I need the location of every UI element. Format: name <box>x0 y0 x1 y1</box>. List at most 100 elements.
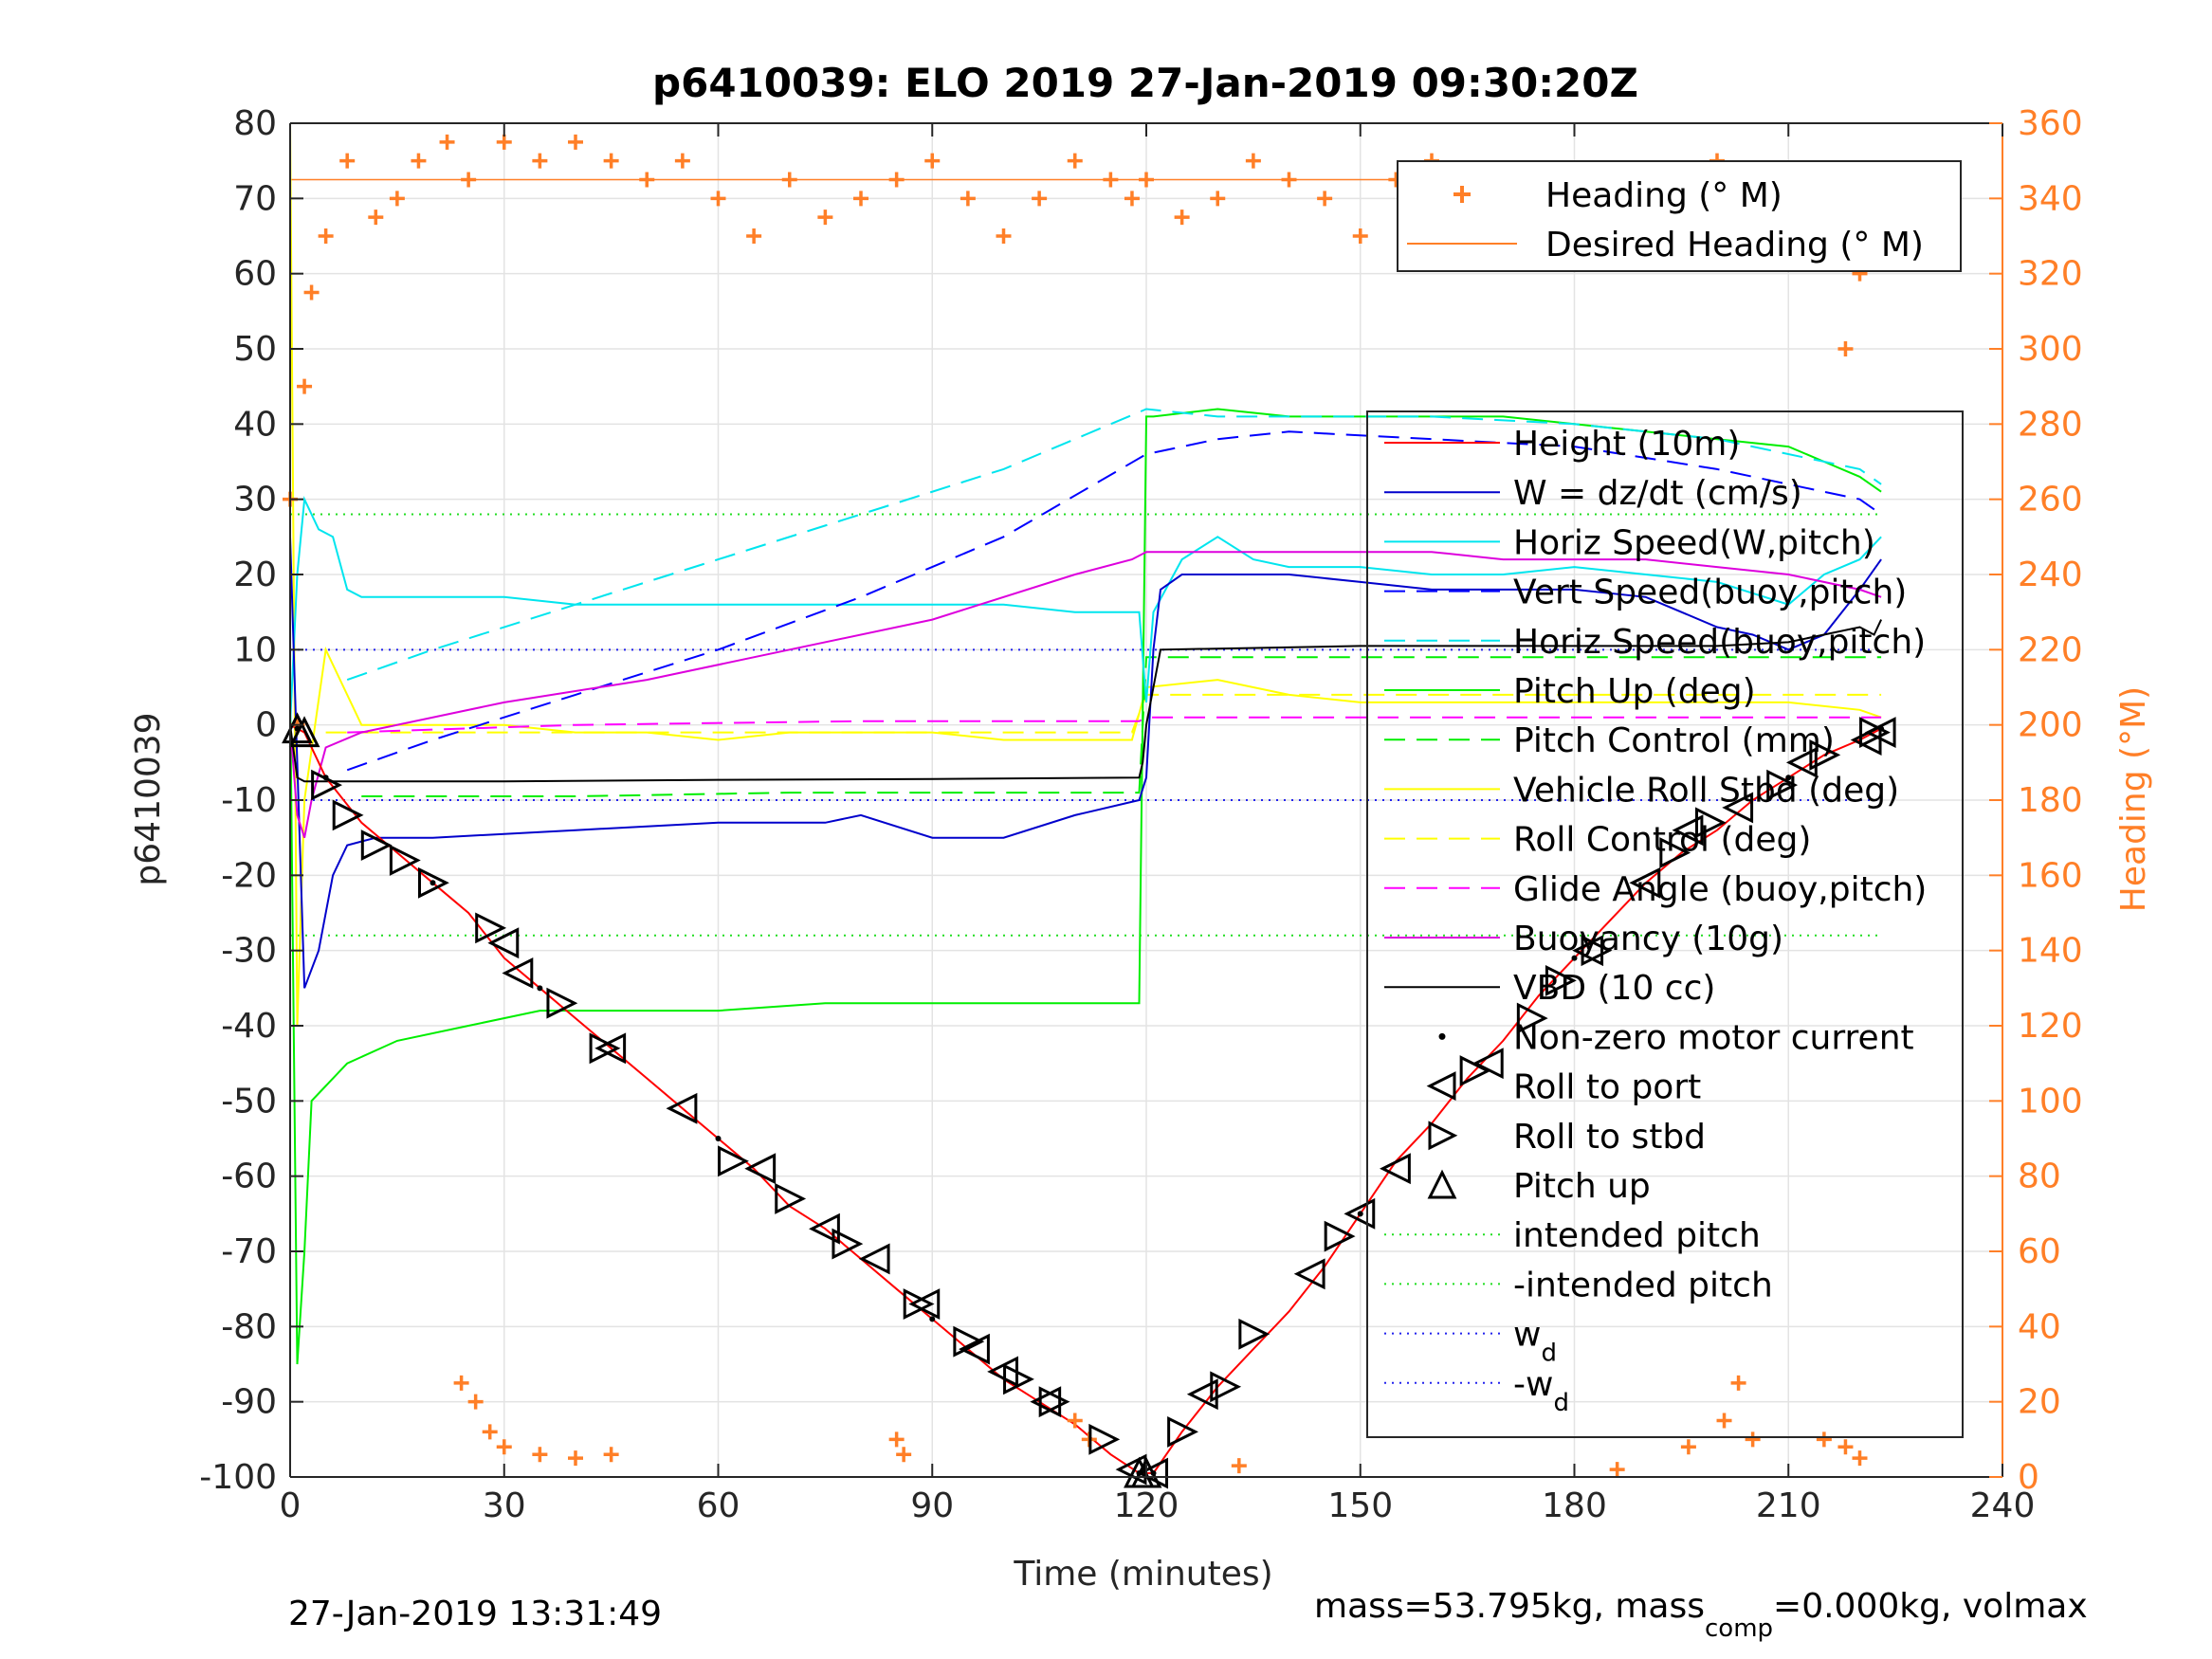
legend-label-text: Non-zero motor current <box>1513 1018 1914 1057</box>
x-tick-label: 240 <box>1970 1486 2036 1525</box>
x-tick-label: 0 <box>280 1486 302 1525</box>
y-tick-label: 30 <box>233 481 277 520</box>
footer-mass-text: mass=53.795kg, mass <box>1314 1587 1705 1626</box>
roll-to-port-marker <box>1722 792 1754 824</box>
legend-label: -intended pitch <box>1513 1266 1773 1304</box>
y2-tick-label: 160 <box>2018 856 2083 895</box>
legend-label-text: -intended pitch <box>1513 1266 1773 1304</box>
roll-to-stbd-marker <box>1459 1055 1491 1087</box>
heading-point <box>1281 172 1297 188</box>
y2-axis-label: Heading (°M) <box>2114 686 2153 912</box>
roll-to-stbd-marker <box>1516 1002 1548 1034</box>
roll-to-stbd-marker <box>1766 769 1799 801</box>
heading-point <box>303 284 320 301</box>
heading-point <box>888 1431 905 1448</box>
y-tick-label: -80 <box>221 1307 277 1346</box>
legend-label: Vert Speed(buoy,pitch) <box>1513 574 1907 612</box>
legend-label-text: Height (10m) <box>1513 425 1740 464</box>
legend-label: W = dz/dt (cm/s) <box>1513 474 1802 513</box>
y-tick-label: -50 <box>221 1082 277 1121</box>
legend-label: -wd <box>1513 1365 1569 1417</box>
heading-point <box>1245 153 1261 169</box>
legend-label: wd <box>1513 1316 1557 1368</box>
legend-label: VBD (10 cc) <box>1513 969 1715 1008</box>
y2-tick-label: 340 <box>2018 179 2083 218</box>
roll-to-stbd-marker <box>718 1145 749 1177</box>
legend-swatch <box>1453 186 1471 203</box>
legend-main-box <box>1366 410 1964 1438</box>
heading-point <box>1352 228 1368 244</box>
y-tick-label: -20 <box>221 856 277 895</box>
roll-to-port-marker <box>666 1092 698 1124</box>
heading-point <box>482 1424 498 1440</box>
y2-tick-label: 320 <box>2018 255 2083 294</box>
heading-point <box>461 172 477 188</box>
legend-label-sub: d <box>1553 1389 1569 1417</box>
heading-point <box>1067 153 1083 169</box>
y2-tick-label: 140 <box>2018 932 2083 971</box>
heading-point <box>710 191 726 207</box>
x-tick-label: 150 <box>1327 1486 1393 1525</box>
legend-swatch <box>1427 1169 1457 1199</box>
motor-current-dot <box>1785 775 1792 781</box>
roll-to-port-marker <box>858 1243 890 1275</box>
y-tick-label: -30 <box>221 932 277 971</box>
heading-point <box>924 153 941 169</box>
heading-point <box>1816 1431 1832 1448</box>
roll-to-port-marker <box>1864 717 1896 749</box>
y-tick-label: -40 <box>221 1007 277 1046</box>
footer-mass-sub: comp <box>1705 1614 1773 1643</box>
legend-label-text: Pitch Up (deg) <box>1513 672 1756 711</box>
y2-tick-label: 300 <box>2018 330 2083 369</box>
heading-point <box>1103 172 1119 188</box>
legend-label: Heading (° M) <box>1545 176 1782 215</box>
roll-to-port-marker <box>1572 935 1604 967</box>
roll-to-port-marker <box>1785 746 1818 778</box>
y2-tick-label: 240 <box>2018 556 2083 594</box>
series-glide-angle-buoy-pitch- <box>347 716 1882 734</box>
motor-current-dot <box>294 725 301 732</box>
x-tick-label: 120 <box>1114 1486 1179 1525</box>
roll-to-stbd-marker <box>1581 935 1613 967</box>
series-vbd-10-cc- <box>289 619 1883 783</box>
roll-to-port-marker <box>594 1032 627 1065</box>
roll-to-stbd-marker <box>360 830 393 862</box>
legend-label: intended pitch <box>1513 1216 1761 1255</box>
roll-to-stbd-marker <box>1088 1423 1121 1455</box>
legend-label-text: Vehicle Roll Stbd (deg) <box>1513 771 1899 810</box>
legend-label: Horiz Speed(buoy,pitch) <box>1513 623 1926 662</box>
heading-point <box>568 134 583 150</box>
legend-label: Vehicle Roll Stbd (deg) <box>1513 771 1899 810</box>
legend-label: Pitch Up (deg) <box>1513 672 1756 711</box>
heading-point <box>1716 1413 1732 1429</box>
legend-label: Non-zero motor current <box>1513 1018 1914 1057</box>
heading-point <box>339 153 356 169</box>
roll-to-port-marker <box>502 957 534 989</box>
legend-label-text: Pitch up <box>1513 1167 1651 1206</box>
roll-to-port-marker <box>744 1153 777 1185</box>
heading-point <box>496 134 512 150</box>
motor-current-dot <box>1357 1211 1363 1217</box>
series-buoyancy-10g- <box>289 551 1882 839</box>
pitch-up-marker <box>288 716 320 748</box>
roll-to-stbd-marker <box>1545 964 1577 996</box>
heading-point <box>1317 191 1333 207</box>
legend-label-text: -w <box>1513 1365 1553 1404</box>
footer-mass-rest: =0.000kg, volmax <box>1773 1587 2088 1626</box>
y-tick-label: -70 <box>221 1232 277 1271</box>
heading-point <box>1139 172 1154 188</box>
motor-current-dot <box>1136 1470 1143 1477</box>
roll-to-stbd-marker <box>589 1032 621 1065</box>
y-axis-label: p6410039 <box>129 712 168 885</box>
heading-point <box>1837 341 1854 356</box>
heading-point <box>1174 210 1190 226</box>
roll-to-stbd-marker <box>1238 1318 1271 1350</box>
roll-to-stbd-marker <box>953 1325 985 1358</box>
heading-point <box>817 210 833 226</box>
heading-point <box>888 172 905 188</box>
y-tick-label: 50 <box>233 330 277 369</box>
legend-label-text: Pitch Control (mm) <box>1513 721 1835 760</box>
heading-point <box>781 172 797 188</box>
y-tick-label: -60 <box>221 1158 277 1196</box>
roll-to-stbd-marker <box>832 1228 864 1260</box>
